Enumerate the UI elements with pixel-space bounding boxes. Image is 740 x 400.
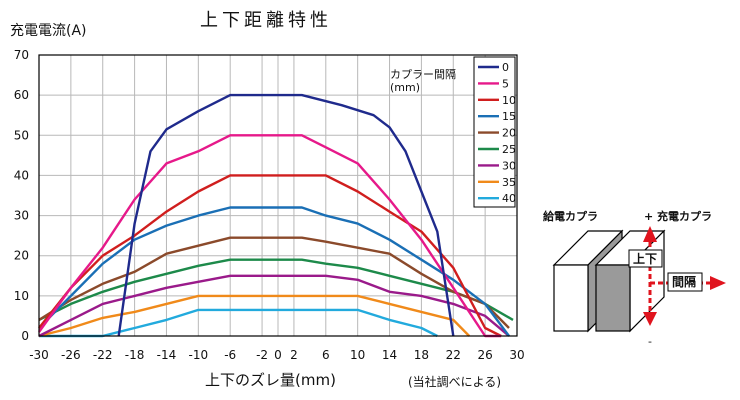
series-line-40: [39, 308, 438, 338]
charge-coupler-label: + 充電カプラ: [644, 209, 712, 223]
minus-label: -: [648, 335, 652, 348]
x-tick-label: -10: [189, 348, 209, 362]
arrow-right-icon: [710, 276, 726, 290]
x-tick-label: 30: [509, 348, 524, 362]
gap-label: 間隔: [672, 274, 696, 289]
y-tick-label: 50: [14, 128, 29, 142]
x-tick-label: 18: [414, 348, 429, 362]
gap-label-box: [667, 272, 703, 292]
legend-title: カプラー間隔(mm): [390, 68, 456, 94]
arrow-up-icon: [643, 226, 657, 242]
x-tick-label: 6: [322, 348, 330, 362]
y-tick-label: 60: [14, 88, 29, 102]
x-tick-label: 10: [350, 348, 365, 362]
x-tick-label: -26: [61, 348, 81, 362]
x-tick-label: -22: [93, 348, 113, 362]
legend-label-10: 10: [502, 94, 516, 107]
legend-items: 0 5 10 15 20 25 30 35 40: [478, 61, 516, 205]
legend-label-40: 40: [502, 192, 516, 205]
vertical-label-box: [628, 249, 663, 268]
legend-title-line: カプラー間隔: [390, 68, 456, 81]
y-axis-label: 充電電流(A): [10, 23, 87, 39]
series-line-10: [38, 174, 502, 338]
y-tick-label: 20: [14, 249, 29, 263]
series-line-20: [38, 236, 510, 329]
x-tick-label: -2: [256, 348, 268, 362]
y-tick-label: 0: [21, 329, 29, 343]
legend-label-15: 15: [502, 110, 516, 123]
series-lines: [38, 93, 514, 338]
legend-label-30: 30: [502, 159, 516, 172]
legend-label-35: 35: [502, 176, 516, 189]
chart-title: 上下距離特性: [200, 10, 332, 31]
x-tick-label: 22: [446, 348, 461, 362]
legend-label-0: 0: [502, 61, 509, 74]
source-note: (当社調べによる): [408, 374, 501, 389]
vertical-label: 上下: [633, 251, 657, 266]
y-tick-label: 40: [14, 168, 29, 182]
x-tick-label: -18: [125, 348, 145, 362]
series-line-30: [38, 274, 510, 338]
series-line-35: [38, 294, 471, 338]
legend-label-25: 25: [502, 143, 516, 156]
series-line-5: [38, 134, 502, 338]
arrow-down-icon: [643, 312, 657, 326]
x-tick-label: 0: [274, 348, 282, 362]
legend-label-5: 5: [502, 77, 509, 90]
x-tick-label: -6: [224, 348, 236, 362]
legend: 0 5 10 15 20 25 30 35 40: [473, 56, 516, 208]
plot-frame: [38, 54, 518, 337]
y-tick-labels: 0 10 20 30 40 50 60 70: [14, 48, 29, 343]
y-tick-label: 30: [14, 209, 29, 223]
coupler-diagram: 給電カプラ + 充電カプラ - 上下 間隔: [543, 209, 726, 348]
legend-label-20: 20: [502, 127, 516, 140]
y-tick-label: 10: [14, 289, 29, 303]
y-tick-label: 70: [14, 48, 29, 62]
x-tick-label: 14: [382, 348, 397, 362]
grid: [38, 54, 518, 337]
x-axis-label: 上下のズレ量(mm): [205, 371, 336, 389]
x-tick-labels: -30 -26 -22 -18 -14 -10 -6 -2 0 2 6 10 14 18 22 26 30: [29, 348, 524, 362]
feed-coupler-label: 給電カプラ: [543, 209, 598, 223]
x-tick-label: -14: [157, 348, 177, 362]
legend-title-line: (mm): [390, 81, 420, 94]
x-tick-label: -30: [29, 348, 49, 362]
series-line-25: [38, 258, 514, 321]
x-tick-label: 2: [290, 348, 298, 362]
series-line-0: [117, 93, 455, 337]
x-tick-label: 26: [477, 348, 492, 362]
